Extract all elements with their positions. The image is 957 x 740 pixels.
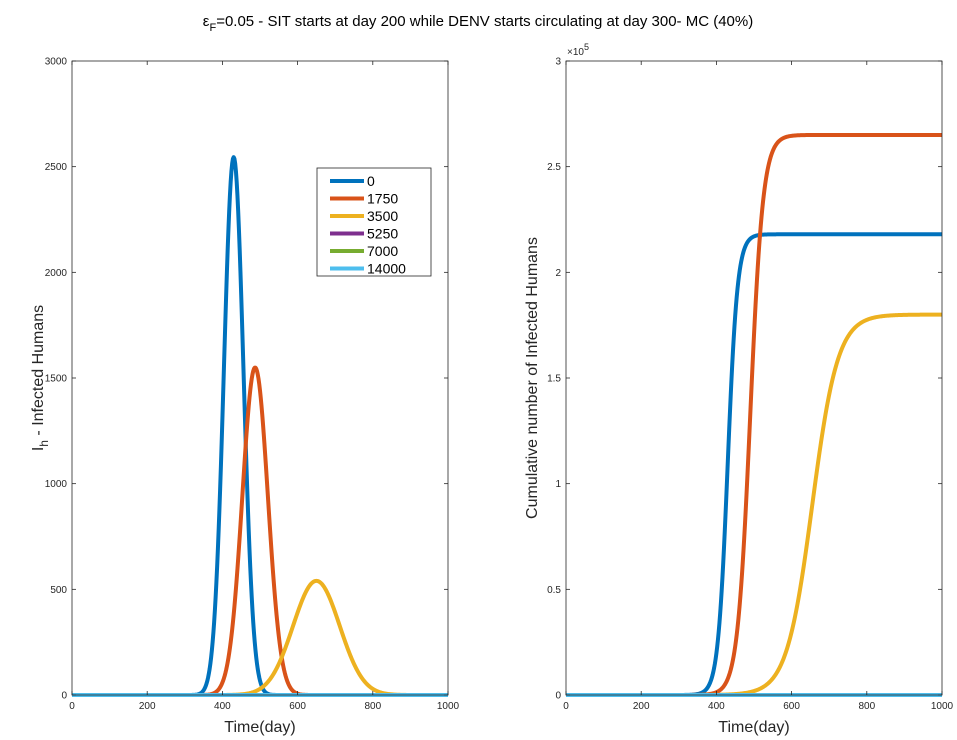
left-x-tick-label: 0 — [69, 701, 75, 712]
left-y-tick-label: 0 — [61, 691, 67, 702]
right-x-tick-label: 400 — [708, 701, 725, 712]
left-y-tick-label: 3000 — [45, 57, 68, 68]
left-x-tick-label: 200 — [139, 701, 156, 712]
legend-label-3500: 3500 — [367, 208, 398, 224]
legend-label-0: 0 — [367, 173, 375, 189]
legend-label-5250: 5250 — [367, 226, 398, 242]
right-y-tick-label: 1 — [555, 479, 561, 490]
right-x-tick-label: 0 — [563, 701, 569, 712]
left-x-tick-label: 1000 — [437, 701, 460, 712]
right-y-tick-label: 0.5 — [547, 585, 561, 596]
left-y-axis-label: Ih - Infected Humans — [30, 305, 51, 451]
right-x-axis-label: Time(day) — [718, 719, 789, 736]
left-x-tick-label: 400 — [214, 701, 231, 712]
left-y-tick-label: 1500 — [45, 374, 68, 385]
right-x-tick-label: 1000 — [931, 701, 954, 712]
right-x-tick-label: 200 — [633, 701, 650, 712]
legend-label-7000: 7000 — [367, 243, 398, 259]
left-x-tick-label: 600 — [289, 701, 306, 712]
left-x-tick-label: 800 — [364, 701, 381, 712]
right-y-tick-label: 1.5 — [547, 374, 561, 385]
legend-box — [316, 167, 432, 277]
legend-label-1750: 1750 — [367, 191, 398, 207]
right-x-tick-label: 800 — [858, 701, 875, 712]
right-ticks-group: 0 200 400 600 800 1000 0 0.5 1 1.5 2 2.5 3 — [547, 57, 953, 713]
right-y-tick-label: 2 — [555, 268, 561, 279]
left-y-tick-label: 1000 — [45, 479, 68, 490]
figure-title: εF=0.05 - SIT starts at day 200 while DE… — [203, 13, 753, 34]
left-x-axis-label: Time(day) — [224, 719, 295, 736]
legend-label-14000: 14000 — [367, 261, 406, 277]
right-y-tick-label: 2.5 — [547, 162, 561, 173]
right-axes: 0 200 400 600 800 1000 0 0.5 1 1.5 2 2.5 3 Time(day)… — [524, 42, 954, 736]
left-y-tick-label: 2500 — [45, 162, 68, 173]
left-y-tick-label: 2000 — [45, 268, 68, 279]
right-y-multiplier: ×105 — [567, 42, 589, 58]
right-y-tick-label: 3 — [555, 57, 561, 68]
left-ticks-group: 0 200 400 600 800 1000 0 500 1000 1500 2000 2500 300… — [45, 57, 460, 713]
right-x-tick-label: 600 — [783, 701, 800, 712]
left-y-tick-label: 500 — [50, 585, 67, 596]
right-y-axis-label: Cumulative number of Infected Humans — [524, 237, 541, 519]
left-axes: 0 200 400 600 800 1000 0 500 1000 1500 2000 2500 300… — [30, 57, 460, 737]
right-y-tick-label: 0 — [555, 691, 561, 702]
